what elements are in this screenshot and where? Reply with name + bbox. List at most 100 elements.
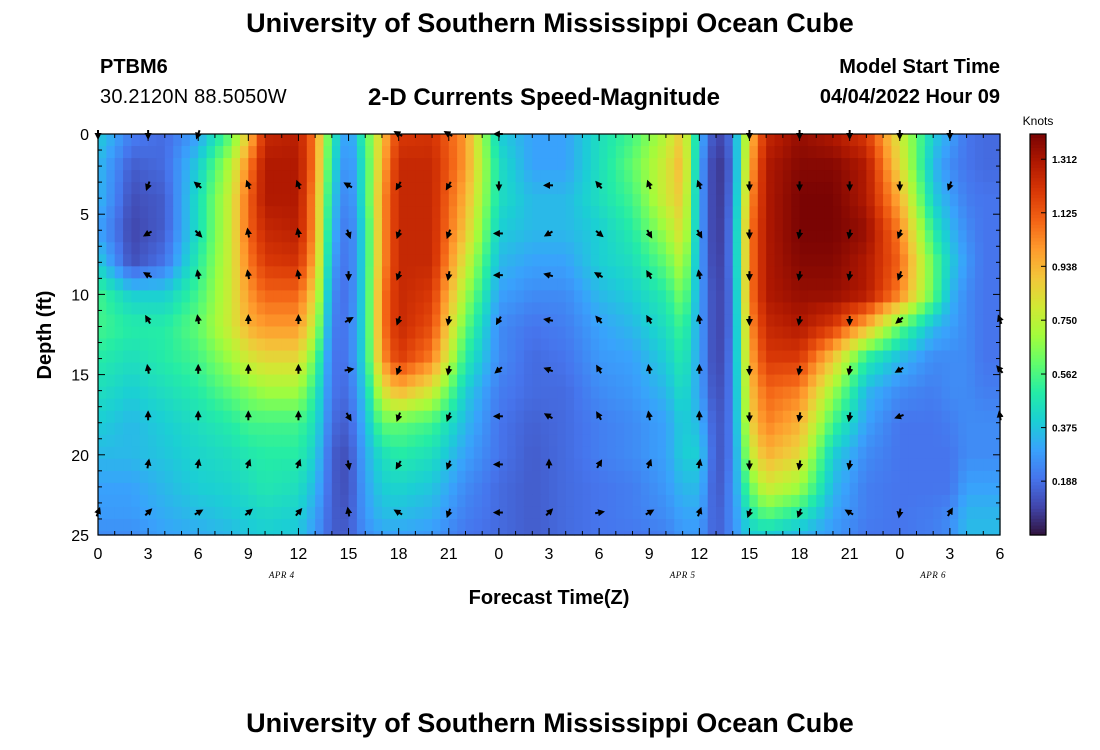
heatmap-cell [265,182,274,195]
heatmap-cell [807,158,817,171]
heatmap-cell [824,266,834,279]
heatmap-cell [707,518,717,532]
heatmap-cell [265,194,274,207]
heatmap-cell [398,398,408,412]
heatmap-cell [131,278,141,291]
heatmap-cell [331,494,341,508]
heatmap-cell [407,446,416,460]
heatmap-cell [682,278,692,291]
heatmap-cell [139,158,149,171]
heatmap-cell [716,158,725,171]
heatmap-cell [883,530,893,536]
heatmap-cell [106,158,116,171]
heatmap-cell [206,146,216,159]
heatmap-cell [891,230,901,243]
heatmap-cell [223,146,233,159]
heatmap-cell [858,386,867,400]
heatmap-cell [148,290,158,304]
heatmap-cell [557,254,567,267]
heatmap-cell [991,326,1001,340]
heatmap-cell [983,158,993,171]
heatmap-cell [690,242,700,255]
heatmap-cell [457,470,467,484]
heatmap-cell [883,290,893,304]
heatmap-cell [707,458,717,472]
heatmap-cell [991,206,1001,219]
colorbar-tick-label: 1.125 [1052,209,1077,220]
heatmap-cell [899,254,909,267]
heatmap-cell [832,146,842,159]
heatmap-cell [966,266,976,279]
heatmap-cell [315,230,325,243]
heatmap-cell [949,434,959,448]
current-arrow [696,314,703,325]
heatmap-cell [841,254,851,267]
heatmap-cell [849,314,859,328]
heatmap-cell [983,446,993,460]
heatmap-cell [348,278,358,291]
heatmap-cell [306,302,316,316]
heatmap-cell [741,254,751,267]
heatmap-cell [899,242,909,255]
heatmap-cell [816,350,826,364]
heatmap-cell [131,482,141,496]
heatmap-cell [824,374,834,388]
heatmap-cell [206,218,216,231]
heatmap-cell [849,170,859,183]
heatmap-cell [665,434,675,448]
heatmap-cell [732,242,742,255]
heatmap-cell [223,350,233,364]
heatmap-cell [582,242,592,255]
heatmap-cell [498,182,508,195]
heatmap-cell [891,350,901,364]
heatmap-cell [732,374,742,388]
heatmap-cell [791,194,801,207]
current-arrow [245,269,252,280]
heatmap-cell [106,374,116,388]
heatmap-cell [540,458,550,472]
heatmap-cell [916,326,926,340]
heatmap-cell [198,530,208,536]
heatmap-cell [423,410,433,424]
heatmap-cell [181,422,191,436]
heatmap-cell [265,158,274,171]
heatmap-cell [866,374,876,388]
heatmap-cell [916,230,926,243]
heatmap-cell [908,290,918,304]
heatmap-cell [807,302,817,316]
heatmap-cell [523,518,533,532]
heatmap-cell [615,302,625,316]
heatmap-cell [156,374,166,388]
heatmap-cell [674,362,684,376]
heatmap-cell [173,410,183,424]
heatmap-cell [590,230,600,243]
current-arrow [445,508,453,519]
heatmap-cell [824,254,834,267]
heatmap-cell [707,218,717,231]
heatmap-cell [599,194,609,207]
current-arrow [796,508,804,519]
heatmap-cell [98,278,107,291]
heatmap-cell [883,158,893,171]
heatmap-cell [674,266,684,279]
heatmap-cell [699,326,709,340]
heatmap-cell [415,146,425,159]
heatmap-cell [482,374,492,388]
heatmap-cell [315,446,325,460]
heatmap-cell [173,470,183,484]
heatmap-cell [807,206,817,219]
heatmap-cell [640,314,650,328]
heatmap-cell [657,422,667,436]
heatmap-cell [674,338,684,352]
heatmap-cell [231,146,241,159]
heatmap-cell [724,182,734,195]
heatmap-cell [832,170,842,183]
heatmap-cell [624,278,634,291]
heatmap-cell [832,254,842,267]
heatmap-cell [440,218,450,231]
heatmap-cell [482,386,492,400]
heatmap-cell [883,134,893,147]
heatmap-cell [632,182,642,195]
heatmap-cell [523,374,533,388]
heatmap-cell [774,266,784,279]
